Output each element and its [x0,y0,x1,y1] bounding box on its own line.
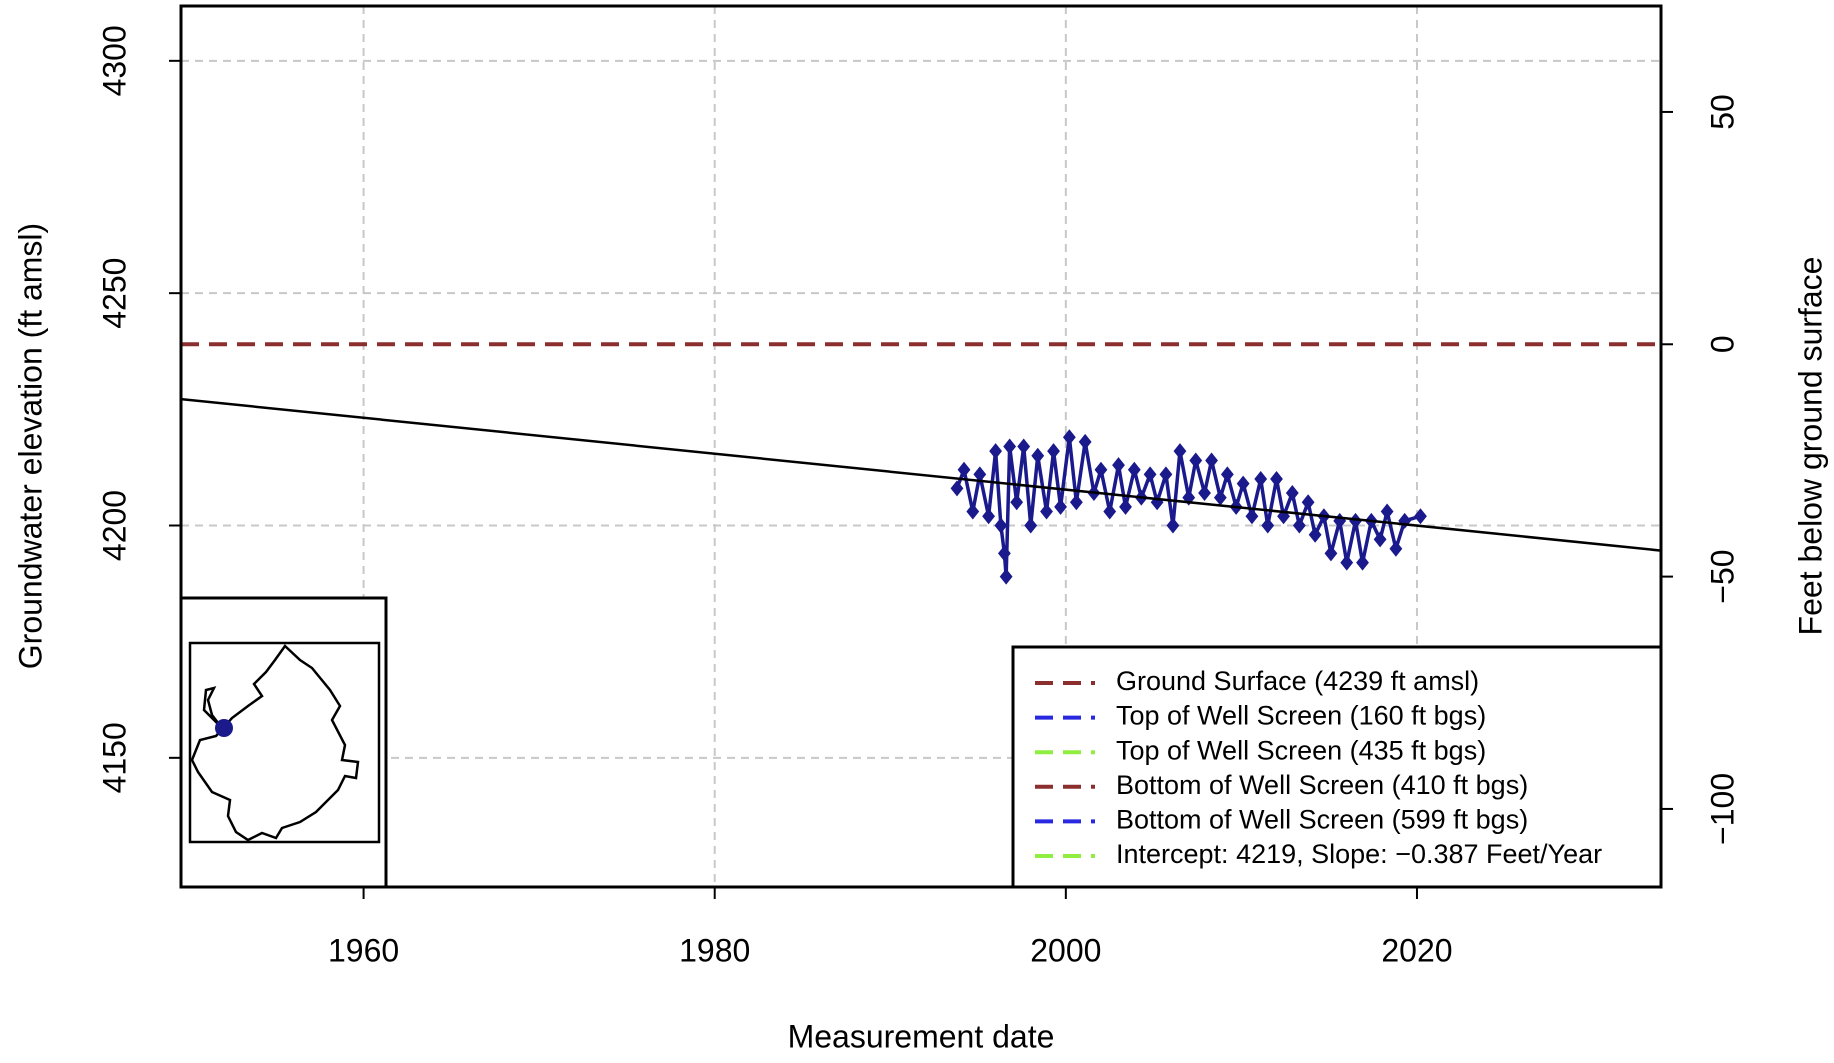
y2-tick-label: −50 [1704,549,1740,603]
y2-tick-label: 50 [1704,94,1740,130]
data-point [1010,494,1024,511]
inset-map [179,596,388,889]
y2-tick-label: 0 [1704,335,1740,353]
data-point [1270,471,1283,488]
data-point [1198,484,1211,501]
data-point [1254,471,1268,488]
data-point [1213,489,1227,506]
data-point [1127,461,1141,478]
data-point [1069,494,1083,511]
data-point [1003,438,1017,455]
legend: Ground Surface (4239 ft amsl) Top of Well… [1011,645,1663,889]
well-location [215,719,233,737]
data-point [966,503,980,520]
data-point [1024,517,1038,534]
legend-label: Bottom of Well Screen (410 ft bgs) [1116,770,1528,800]
y-axis-label: Groundwater elevation (ft amsl) [12,223,48,669]
y2-tick-label: −100 [1704,773,1740,845]
data-point [982,508,995,525]
data-point [1094,461,1108,478]
plot-frame [179,4,1663,889]
data-point [1245,508,1259,525]
legend-label: Bottom of Well Screen (599 ft bgs) [1116,805,1528,835]
x-tick-label: 2000 [1030,932,1101,968]
data-point [1062,429,1076,446]
x-tick-label: 1980 [679,932,750,968]
data-point [1182,489,1196,506]
data-point [1205,452,1218,469]
data-point [1356,554,1369,571]
inset-outline [190,644,360,842]
data-point [1414,508,1427,525]
data-point [997,545,1011,562]
legend-label: Top of Well Screen (160 ft bgs) [1116,701,1486,731]
data-point [1159,466,1173,483]
y-tick-label: 4150 [96,722,132,793]
data-point [1333,512,1347,529]
y-tick-label: 4250 [96,258,132,329]
x-tick-label: 1960 [328,932,399,968]
data-point [1017,438,1031,455]
data-point [1340,554,1354,571]
data-point [1150,494,1164,511]
data-point [994,517,1008,534]
legend-label: Ground Surface (4239 ft amsl) [1116,666,1479,696]
data-point [1349,512,1362,529]
data-point [1103,503,1117,520]
data-point [1119,498,1132,515]
data-point [1373,531,1387,548]
data-point [1380,503,1394,520]
data-point [1220,466,1234,483]
data-point [1398,512,1412,529]
inset-frame [188,641,381,844]
data-point [1324,545,1338,562]
data-point [999,568,1013,585]
data-point [1054,498,1067,515]
series-line [181,397,1661,552]
data-point [1031,447,1045,464]
y-tick-label: 4300 [96,25,132,96]
legend-label: Intercept: 4219, Slope: −0.387 Feet/Year [1116,839,1602,869]
x-axis-label: Measurement date [788,1018,1055,1054]
data-point [1285,484,1299,501]
y2-axis-label: Feet below ground surface [1792,257,1828,636]
data-point [1173,443,1187,460]
data-point [1301,494,1315,511]
data-point [1040,503,1053,520]
data-point [1143,466,1157,483]
data-point [1292,517,1306,534]
data-point [1261,517,1275,534]
data-point [1112,457,1125,474]
data-point [973,466,987,483]
legend-box [1011,645,1663,889]
legend-label: Top of Well Screen (435 ft bgs) [1116,735,1486,765]
plot-area [181,342,1661,585]
data-point [957,461,971,478]
series-line [955,436,1421,577]
data-point [1236,475,1250,492]
data-point [950,480,964,497]
data-point [989,443,1003,460]
x-tick-label: 2020 [1381,932,1452,968]
data-point [1189,452,1203,469]
data-point [1166,517,1180,534]
data-point [1078,433,1092,450]
data-point [1047,443,1060,460]
data-point [1389,540,1403,557]
data-point [1308,526,1322,543]
y-tick-label: 4200 [96,490,132,561]
